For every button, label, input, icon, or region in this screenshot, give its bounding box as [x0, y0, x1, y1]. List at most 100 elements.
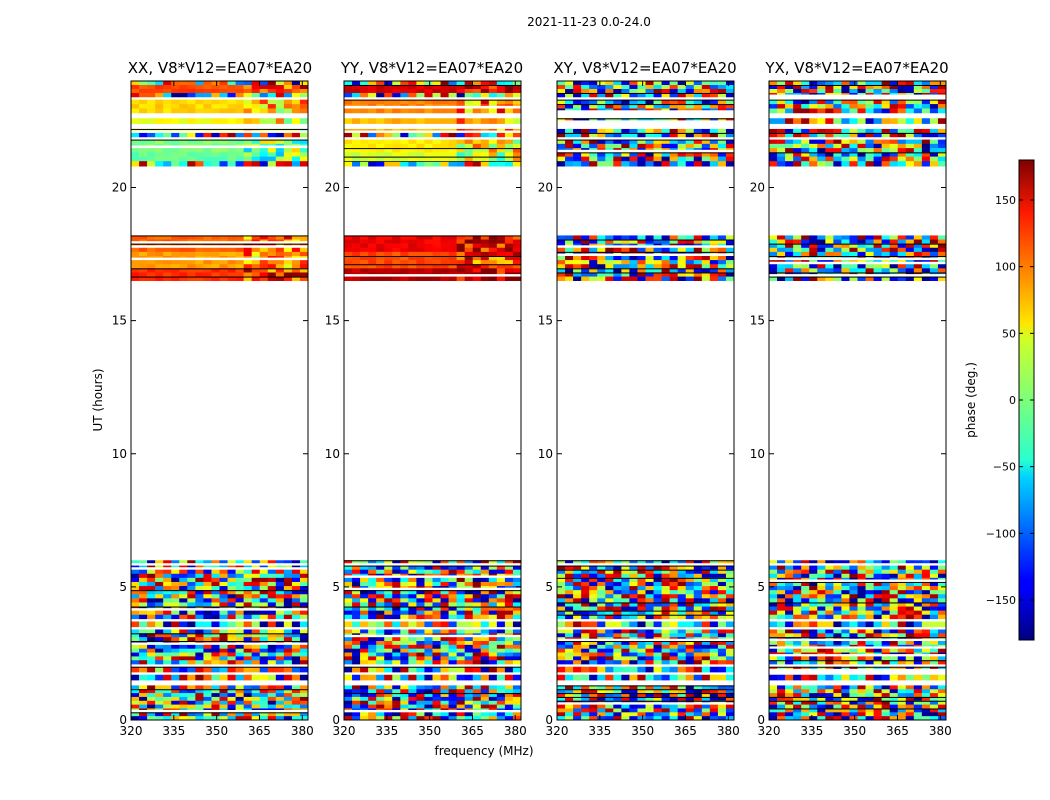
heatmap-cell [416, 685, 425, 690]
heatmap-cell [283, 633, 293, 638]
heatmap-cell [504, 81, 514, 86]
heatmap-cell [424, 128, 433, 131]
heatmap-cell [613, 602, 622, 607]
heatmap-cell [464, 689, 474, 694]
heatmap-cell [685, 139, 695, 145]
heatmap-cell [400, 104, 409, 106]
heatmap-cell [669, 104, 678, 109]
heatmap-cell [669, 712, 678, 717]
heatmap-cell [408, 569, 417, 575]
heatmap-cell [693, 108, 703, 111]
heatmap-cell [645, 235, 654, 240]
heatmap-cell [368, 143, 377, 149]
heatmap-cell [472, 84, 482, 90]
heatmap-cell [171, 573, 180, 579]
heatmap-cell [416, 247, 425, 253]
heatmap-cell [344, 716, 353, 721]
heatmap-cell [725, 577, 735, 583]
heatmap-cell [937, 610, 947, 616]
heatmap-cell [488, 700, 498, 705]
heatmap-cell [597, 84, 606, 90]
heatmap-cell [701, 139, 711, 145]
heatmap-cell [392, 637, 401, 642]
heatmap-cell [187, 598, 196, 603]
heatmap-cell [448, 251, 457, 257]
heatmap-cell [717, 108, 727, 111]
heatmap-cell [464, 156, 474, 162]
heatmap-cell [227, 644, 236, 650]
heatmap-cell [203, 260, 212, 265]
heatmap-cell [147, 633, 156, 638]
x-tick-label: 365 [461, 724, 484, 738]
heatmap-cell [573, 560, 582, 564]
heatmap-cell [424, 712, 433, 717]
heatmap-cell [376, 644, 385, 650]
heatmap-cell [725, 594, 735, 599]
heatmap-cell [163, 689, 172, 694]
heatmap-cell [251, 577, 261, 583]
heatmap-cell [717, 156, 727, 162]
heatmap-cell [283, 581, 293, 587]
heatmap-cell [881, 606, 890, 611]
heatmap-cell [937, 708, 947, 713]
heatmap-cell [621, 152, 630, 157]
heatmap-cell [376, 565, 385, 570]
heatmap-cell [243, 637, 252, 642]
heatmap-cell [629, 239, 638, 244]
heatmap-cell [512, 708, 522, 710]
heatmap-cell [283, 712, 293, 717]
heatmap-cell [929, 700, 939, 705]
heatmap-cell [504, 693, 514, 698]
heatmap-cell [621, 118, 630, 121]
heatmap-cell [480, 156, 490, 162]
heatmap-cell [352, 696, 361, 702]
heatmap-cell [512, 693, 522, 698]
heatmap-cell [227, 610, 236, 616]
heatmap-cell [440, 573, 449, 576]
heatmap-cell [400, 621, 409, 628]
heatmap-cell [504, 276, 514, 281]
heatmap-cell [243, 160, 252, 167]
heatmap-cell [352, 128, 361, 131]
heatmap-cell [833, 581, 842, 587]
heatmap-cell [424, 260, 433, 265]
heatmap-cell [131, 560, 140, 564]
heatmap-cell [817, 610, 826, 616]
heatmap-cell [243, 577, 252, 583]
heatmap-cell [147, 104, 156, 109]
heatmap-cell [849, 648, 858, 653]
heatmap-cell [131, 256, 140, 258]
heatmap-cell [557, 656, 566, 661]
heatmap-cell [392, 666, 401, 673]
heatmap-cell [480, 633, 490, 635]
heatmap-cell [889, 590, 899, 595]
heatmap-cell [368, 696, 377, 702]
heatmap-cell [259, 708, 269, 710]
heatmap-cell [480, 92, 490, 98]
heatmap-cell [833, 693, 842, 698]
heatmap-cell [251, 581, 261, 587]
heatmap-cell [235, 660, 244, 665]
heatmap-cell [408, 272, 417, 275]
heatmap-cell [669, 644, 678, 650]
heatmap-cell [889, 581, 899, 587]
heatmap-cell [597, 569, 606, 575]
panel-xy-heatmap [557, 81, 735, 721]
heatmap-cell [504, 586, 514, 588]
heatmap-cell [581, 586, 590, 591]
heatmap-cell [424, 239, 433, 244]
heatmap-cell [653, 606, 662, 611]
heatmap-cell [424, 156, 433, 162]
heatmap-cell [368, 256, 377, 261]
heatmap-cell [769, 708, 778, 713]
heatmap-cell [841, 644, 850, 647]
heatmap-cell [701, 156, 711, 162]
heatmap-cell [496, 696, 506, 702]
heatmap-cell [512, 573, 522, 576]
heatmap-cell [291, 247, 301, 253]
heatmap-cell [299, 629, 309, 634]
heatmap-cell [275, 251, 285, 257]
heatmap-cell [235, 696, 244, 702]
heatmap-cell [384, 256, 393, 261]
heatmap-cell [496, 260, 506, 265]
